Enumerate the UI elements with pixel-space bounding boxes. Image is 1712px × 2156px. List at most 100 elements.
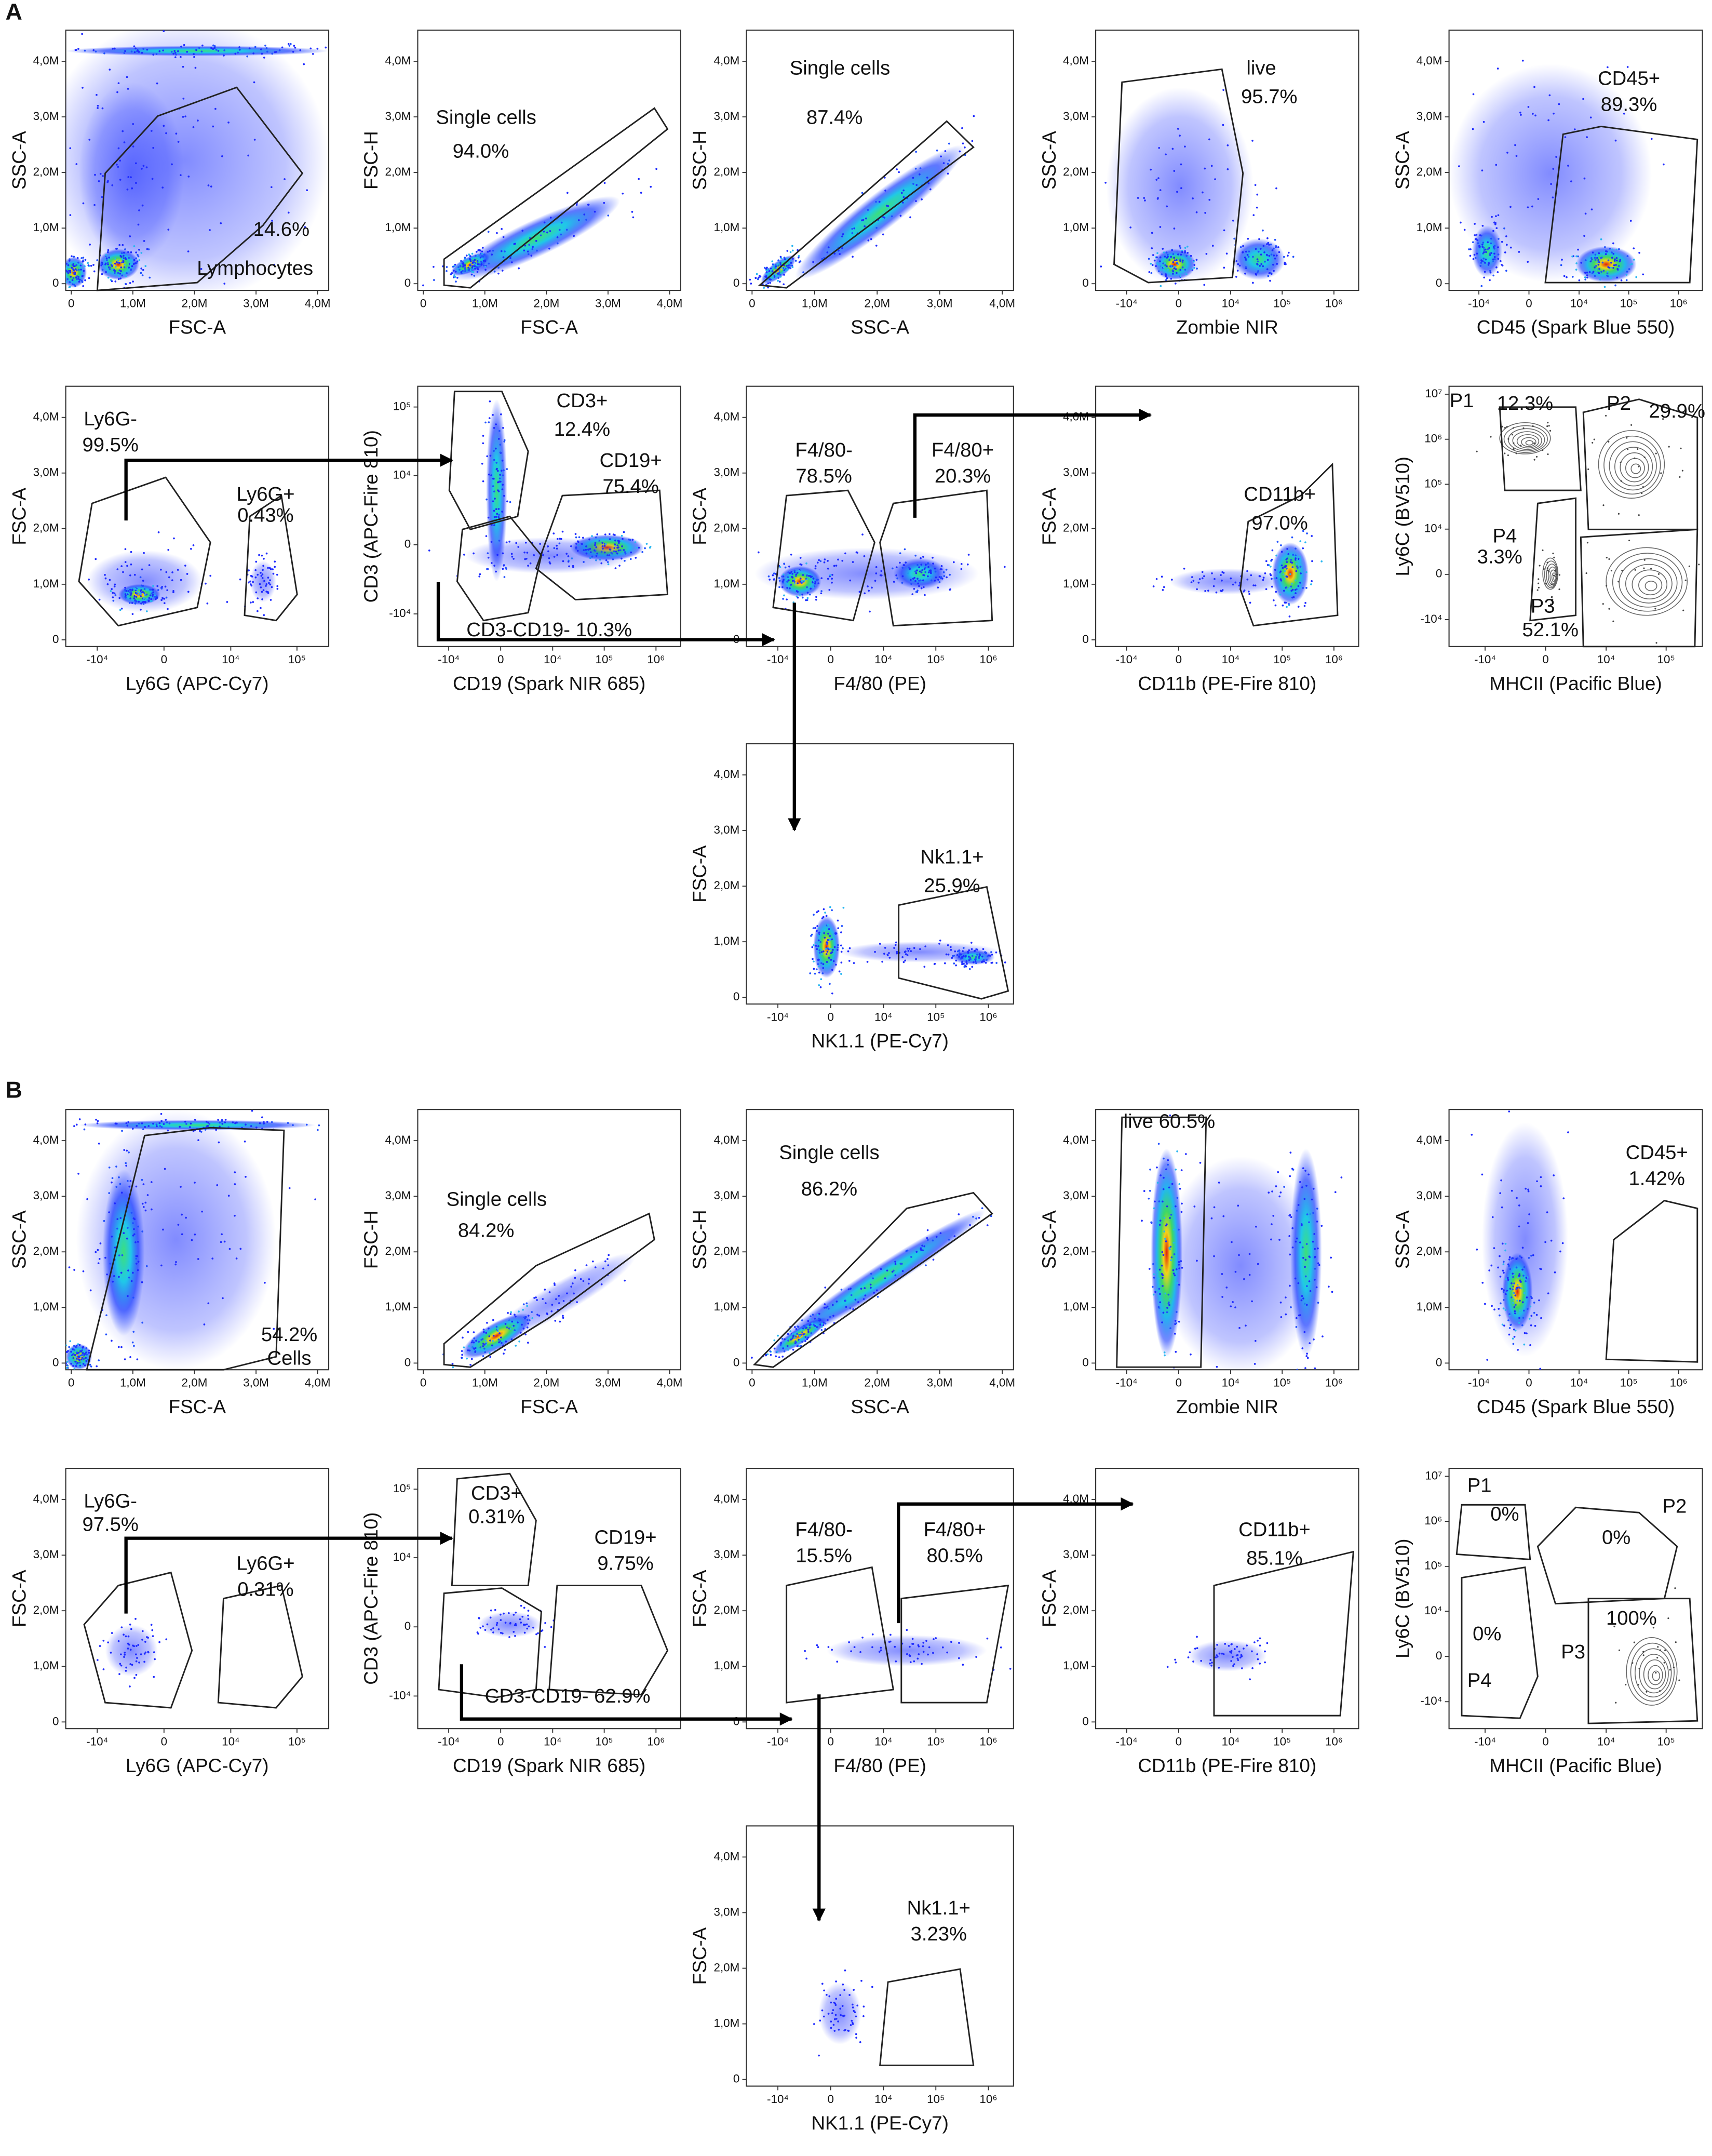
event-dot [105, 271, 107, 273]
event-dot [497, 516, 500, 518]
event-dot [875, 200, 877, 203]
event-dot [1178, 1183, 1181, 1185]
event-dot [111, 1177, 114, 1180]
x-tick-label: -10⁴ [1474, 1735, 1496, 1748]
event-dot [1264, 1661, 1266, 1664]
event-dot [807, 1331, 810, 1333]
event-dot [1163, 251, 1165, 254]
event-dot [1177, 253, 1179, 256]
event-dot [500, 470, 503, 472]
event-dot [492, 1319, 494, 1321]
event-dot [1650, 568, 1652, 570]
panel-label: B [6, 1077, 22, 1103]
event-dot [974, 957, 977, 960]
event-dot [967, 554, 970, 556]
event-dot [1250, 574, 1252, 577]
event-dot [1546, 567, 1548, 569]
y-tick-label: 1,0M [33, 1659, 59, 1672]
event-dot [219, 1126, 221, 1128]
event-dot [141, 1630, 144, 1632]
x-axis-label: CD19 (Spark NIR 685) [453, 1755, 645, 1776]
event-dot [503, 440, 506, 443]
event-dot [933, 1638, 935, 1640]
event-dot [783, 579, 785, 581]
x-axis-label: FSC-A [520, 317, 578, 338]
gate-label: 100% [1606, 1607, 1657, 1629]
event-dot [1152, 1293, 1155, 1296]
event-dot [832, 2009, 834, 2011]
event-dot [1149, 1168, 1151, 1171]
event-dot [783, 573, 785, 576]
event-dot [1506, 426, 1508, 428]
event-dot [506, 468, 508, 470]
event-dot [1500, 1179, 1502, 1182]
event-dot [69, 214, 72, 216]
event-dot [77, 269, 80, 271]
gate-label: P1 [1450, 390, 1474, 412]
event-dot [1504, 452, 1506, 454]
event-dot [65, 270, 68, 272]
event-dot [265, 552, 268, 555]
event-dot [801, 1341, 803, 1343]
event-dot [128, 1151, 130, 1154]
event-dot [608, 1254, 610, 1256]
event-dot [489, 1352, 491, 1354]
event-dot [532, 246, 534, 248]
event-dot [136, 1255, 139, 1257]
event-dot [1270, 574, 1272, 577]
event-dot [135, 251, 138, 253]
event-dot [821, 917, 824, 919]
event-dot [317, 1129, 319, 1131]
event-dot [796, 1345, 799, 1347]
event-dot [1499, 1275, 1502, 1278]
y-tick-label: 4,0M [33, 54, 59, 67]
event-dot [500, 1619, 502, 1622]
event-dot [495, 468, 498, 471]
event-dot [128, 1643, 130, 1646]
event-dot [1305, 1304, 1308, 1306]
event-dot [263, 580, 265, 582]
x-tick-label: 10⁴ [1222, 297, 1240, 310]
event-dot [990, 1215, 992, 1217]
event-dot [1474, 223, 1476, 225]
event-dot [978, 1216, 980, 1219]
event-dot [1657, 573, 1660, 575]
event-dot [1178, 1261, 1180, 1263]
event-dot [457, 266, 460, 269]
event-dot [1641, 492, 1643, 494]
event-dot [820, 1329, 823, 1331]
event-dot [278, 49, 281, 51]
event-dot [493, 510, 495, 512]
event-dot [554, 1320, 557, 1322]
event-dot [556, 547, 558, 550]
event-dot [562, 1300, 565, 1302]
event-dot [871, 586, 873, 589]
event-dot [1559, 1250, 1561, 1253]
event-dot [795, 1328, 798, 1330]
x-tick-label: 0 [1176, 653, 1182, 666]
event-dot [880, 1268, 882, 1270]
event-dot [847, 950, 850, 953]
event-dot [1292, 554, 1295, 556]
event-dot [1619, 260, 1621, 263]
event-dot [806, 586, 808, 588]
event-dot [244, 1140, 246, 1143]
y-axis-label: FSC-H [360, 131, 382, 190]
event-dot [826, 950, 829, 953]
event-dot [1536, 589, 1539, 591]
density-cloud [795, 145, 965, 280]
event-dot [1169, 1246, 1172, 1248]
x-tick-label: 0 [161, 653, 167, 666]
x-tick-label: 10⁶ [1325, 653, 1343, 666]
event-dot [1619, 259, 1622, 261]
event-dot [166, 1121, 168, 1123]
event-dot [71, 267, 74, 270]
event-dot [84, 265, 86, 267]
event-dot [1470, 248, 1472, 250]
event-dot [111, 280, 113, 283]
event-dot [815, 596, 817, 598]
event-dot [287, 43, 290, 45]
gate [786, 1566, 895, 1704]
event-dot [1289, 1284, 1291, 1287]
